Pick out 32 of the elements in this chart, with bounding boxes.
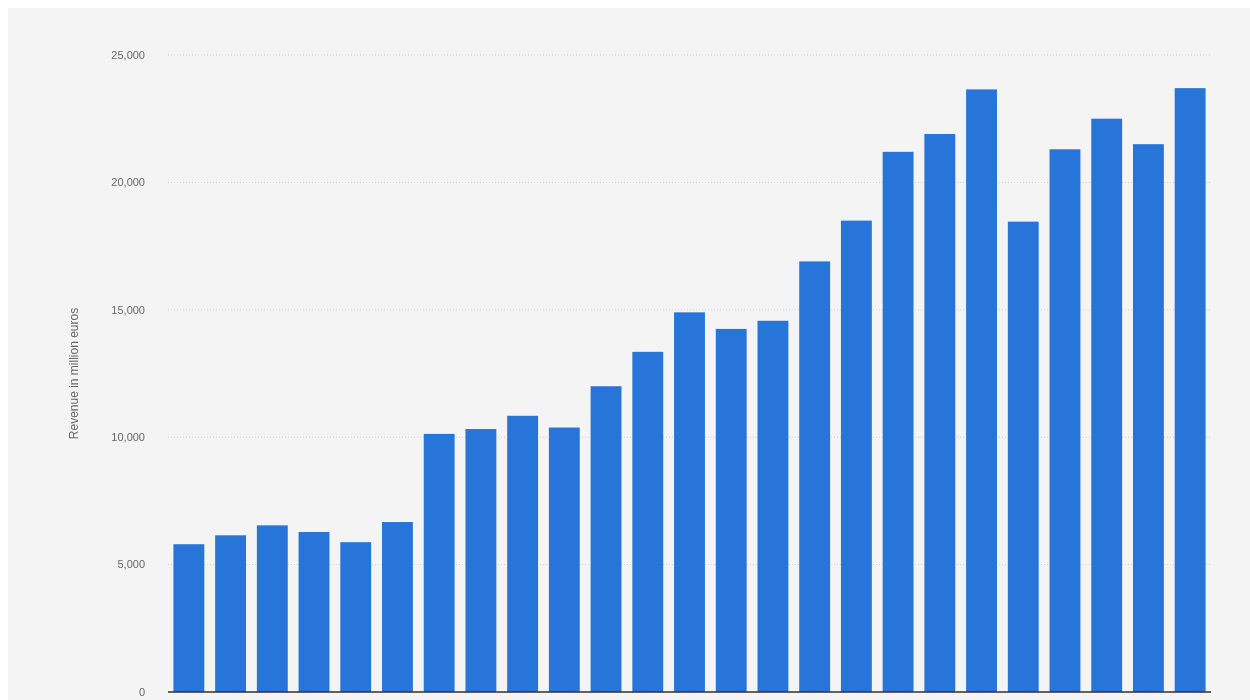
y-tick-label: 0 (138, 685, 145, 698)
bar (173, 544, 205, 692)
bar (715, 328, 747, 692)
bar (1132, 144, 1164, 692)
bar (674, 312, 705, 692)
bar (966, 89, 997, 692)
bar (799, 261, 831, 692)
bar (382, 522, 413, 692)
y-tick-label: 15,000 (111, 303, 145, 316)
bar (1091, 118, 1123, 692)
bar (632, 351, 664, 692)
bar (757, 320, 789, 692)
bar (590, 386, 622, 692)
bar (423, 433, 455, 692)
y-tick-label: 10,000 (111, 431, 145, 444)
y-tick-label: 20,000 (111, 176, 145, 189)
bar (340, 542, 372, 692)
bar (840, 220, 872, 692)
bar (1049, 149, 1081, 692)
y-axis-title: Revenue in million euros (67, 307, 81, 440)
bar (215, 535, 247, 692)
bar (256, 525, 288, 692)
bar (924, 133, 956, 692)
bar (507, 415, 539, 692)
bar (465, 429, 497, 692)
bar (548, 427, 580, 692)
bar (1007, 221, 1039, 692)
bar (882, 151, 914, 692)
y-tick-label: 25,000 (111, 48, 145, 61)
bar (1174, 88, 1206, 692)
y-tick-label: 5,000 (117, 558, 145, 571)
bar (298, 531, 330, 692)
